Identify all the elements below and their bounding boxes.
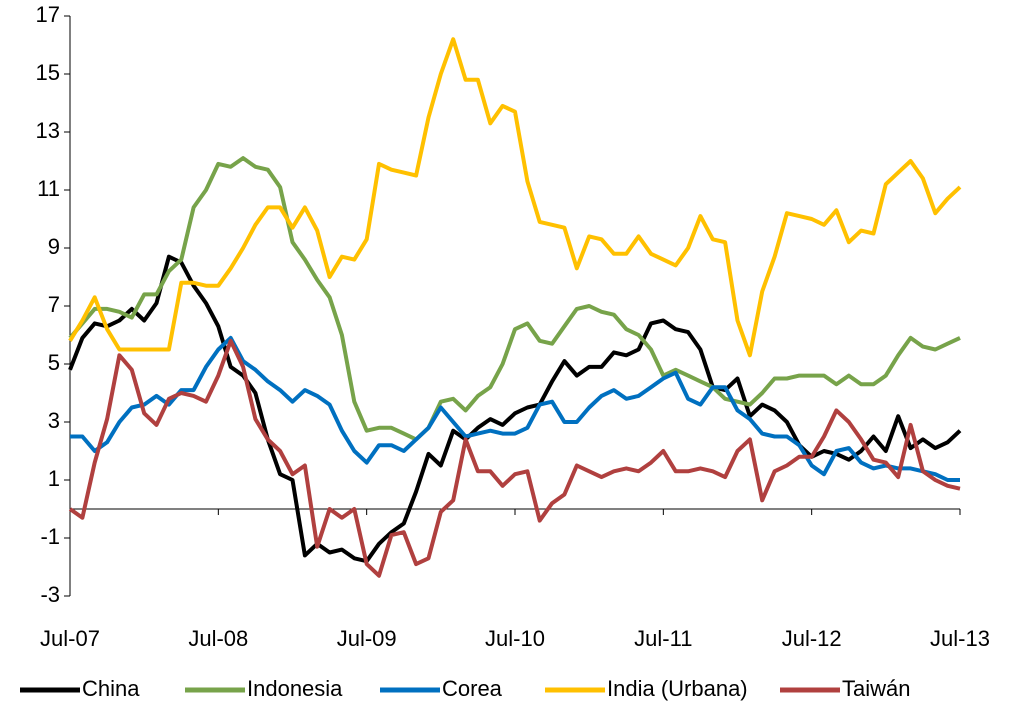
series-line bbox=[70, 335, 960, 482]
legend-label: Corea bbox=[442, 676, 503, 701]
x-tick-label: Jul-07 bbox=[40, 626, 100, 651]
x-tick-label: Jul-12 bbox=[782, 626, 842, 651]
y-tick-label: 7 bbox=[48, 292, 60, 317]
series-line bbox=[68, 254, 962, 564]
x-tick-label: Jul-11 bbox=[634, 626, 692, 651]
legend-label: Indonesia bbox=[247, 676, 343, 701]
y-tick-label: 11 bbox=[37, 176, 60, 201]
series-line bbox=[68, 338, 961, 578]
y-tick-label: 15 bbox=[36, 60, 60, 85]
y-tick-label: -3 bbox=[40, 582, 60, 607]
x-tick-label: Jul-09 bbox=[337, 626, 397, 651]
y-tick-label: 9 bbox=[48, 234, 60, 259]
y-tick-label: 1 bbox=[48, 466, 60, 491]
series-line bbox=[68, 156, 961, 442]
x-tick-label: Jul-08 bbox=[188, 626, 248, 651]
legend-label: Taiwán bbox=[842, 676, 910, 701]
x-tick-label: Jul-10 bbox=[485, 626, 545, 651]
y-tick-label: 5 bbox=[48, 350, 60, 375]
x-tick-label: Jul-13 bbox=[930, 626, 990, 651]
y-tick-label: 3 bbox=[48, 408, 60, 433]
y-tick-label: 13 bbox=[36, 118, 60, 143]
y-tick-label: -1 bbox=[40, 524, 60, 549]
legend-label: India (Urbana) bbox=[607, 676, 748, 701]
legend-label: China bbox=[82, 676, 140, 701]
series-line bbox=[68, 37, 962, 358]
y-tick-label: 17 bbox=[36, 2, 60, 27]
